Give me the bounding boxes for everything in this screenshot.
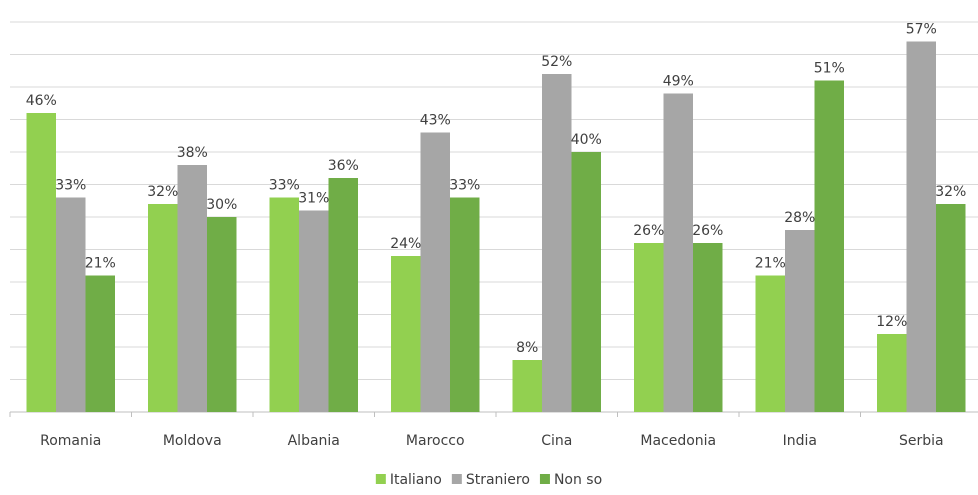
legend-swatch-non-so xyxy=(539,474,550,484)
x-tick-label-serbia: Serbia xyxy=(899,433,944,449)
bar-straniero-cina xyxy=(542,74,572,412)
data-label-non-so-macedonia: 26% xyxy=(692,223,723,239)
x-tick-label-romania: Romania xyxy=(40,433,101,449)
data-label-straniero-moldova: 38% xyxy=(177,145,208,161)
bar-non-so-moldova xyxy=(207,217,237,412)
data-label-non-so-marocco: 33% xyxy=(449,178,480,194)
bar-italiano-serbia xyxy=(877,334,907,412)
data-label-italiano-serbia: 12% xyxy=(876,314,907,330)
x-tick-label-marocco: Marocco xyxy=(406,433,465,449)
bar-straniero-romania xyxy=(56,197,86,412)
bar-italiano-india xyxy=(755,275,785,412)
bar-non-so-macedonia xyxy=(693,243,723,412)
x-tick-label-india: India xyxy=(783,433,817,449)
bar-straniero-marocco xyxy=(420,132,450,412)
bar-italiano-cina xyxy=(512,360,542,412)
data-label-non-so-serbia: 32% xyxy=(935,184,966,200)
data-label-straniero-india: 28% xyxy=(784,210,815,226)
data-label-italiano-macedonia: 26% xyxy=(633,223,664,239)
legend-swatch-straniero xyxy=(451,474,462,484)
data-label-straniero-cina: 52% xyxy=(541,54,572,70)
legend-swatch-italiano xyxy=(375,474,386,484)
data-label-italiano-marocco: 24% xyxy=(390,236,421,252)
data-label-straniero-marocco: 43% xyxy=(420,113,451,129)
data-label-straniero-macedonia: 49% xyxy=(663,74,694,90)
bar-italiano-romania xyxy=(26,113,56,412)
data-label-straniero-albania: 31% xyxy=(298,191,329,207)
bar-italiano-moldova xyxy=(148,204,178,412)
bar-straniero-india xyxy=(785,230,815,412)
bar-straniero-moldova xyxy=(177,165,207,412)
data-labels-group: 46%33%21%32%38%30%33%31%36%24%43%33%8%52… xyxy=(26,22,967,357)
legend: Italiano Straniero Non so xyxy=(375,472,602,488)
legend-label-non-so: Non so xyxy=(554,472,602,488)
legend-label-straniero: Straniero xyxy=(466,472,530,488)
bar-straniero-macedonia xyxy=(663,93,693,412)
data-label-non-so-india: 51% xyxy=(814,61,845,77)
bars-group xyxy=(26,41,966,412)
data-label-non-so-moldova: 30% xyxy=(206,197,237,213)
bar-italiano-macedonia xyxy=(634,243,664,412)
data-label-non-so-cina: 40% xyxy=(571,132,602,148)
data-label-italiano-moldova: 32% xyxy=(147,184,178,200)
bar-non-so-serbia xyxy=(936,204,966,412)
data-label-non-so-romania: 21% xyxy=(85,256,116,272)
bar-non-so-marocco xyxy=(450,197,480,412)
bar-italiano-albania xyxy=(269,197,299,412)
x-axis: Romania Moldova Albania Marocco Cina Macedoni… xyxy=(9,412,944,449)
x-tick-label-macedonia: Macedonia xyxy=(640,433,716,449)
bar-non-so-albania xyxy=(328,178,358,412)
x-tick-label-albania: Albania xyxy=(288,433,340,449)
data-label-straniero-serbia: 57% xyxy=(906,22,937,38)
bar-non-so-romania xyxy=(85,275,115,412)
bar-straniero-albania xyxy=(299,210,329,412)
data-label-italiano-india: 21% xyxy=(755,256,786,272)
x-tick-label-cina: Cina xyxy=(541,433,572,449)
bar-italiano-marocco xyxy=(391,256,421,412)
data-label-italiano-albania: 33% xyxy=(269,178,300,194)
bar-straniero-serbia xyxy=(906,41,936,412)
x-tick-label-moldova: Moldova xyxy=(163,433,222,449)
data-label-straniero-romania: 33% xyxy=(55,178,86,194)
data-label-italiano-cina: 8% xyxy=(516,340,538,356)
data-label-non-so-albania: 36% xyxy=(328,158,359,174)
bar-non-so-india xyxy=(814,80,844,412)
data-label-italiano-romania: 46% xyxy=(26,93,57,109)
bar-non-so-cina xyxy=(571,152,601,412)
legend-label-italiano: Italiano xyxy=(390,472,442,488)
